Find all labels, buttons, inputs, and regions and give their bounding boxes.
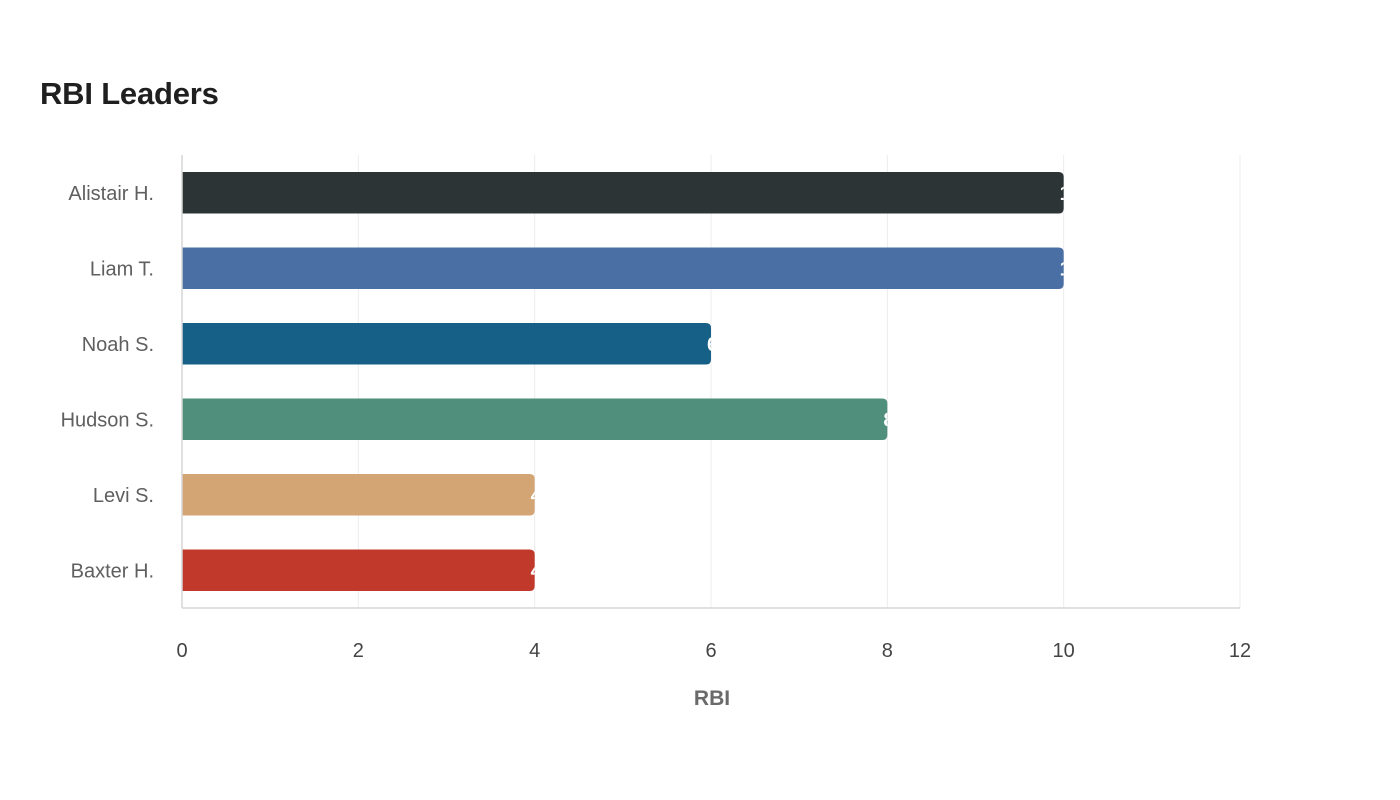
bar-value-label: 10 (1060, 258, 1082, 280)
bar-value-label: 10 (1060, 183, 1082, 205)
x-tick-label: 0 (176, 640, 187, 662)
bar (182, 398, 888, 441)
bar (182, 247, 1064, 290)
chart-title: RBI Leaders (40, 76, 219, 111)
bar (182, 322, 711, 365)
x-tick-labels: 0 2 4 6 8 10 12 (176, 640, 1251, 662)
bar-value-label: 6 (707, 334, 718, 356)
grid-lines (357, 155, 1241, 608)
x-tick-label: 4 (529, 640, 540, 662)
bar-value-label: 4 (531, 485, 543, 507)
x-tick-label: 10 (1053, 640, 1075, 662)
x-tick-label: 8 (882, 640, 893, 662)
x-axis-title: RBI (694, 687, 730, 710)
bar (182, 473, 535, 516)
x-tick-label: 6 (705, 640, 716, 662)
category-label: Baxter H. (71, 560, 154, 582)
x-tick-label: 12 (1229, 640, 1251, 662)
bar (182, 171, 1064, 214)
category-label: Liam T. (90, 258, 154, 280)
category-label: Levi S. (93, 485, 154, 507)
axes (181, 155, 1240, 609)
bars: 10 10 6 8 4 4 (182, 171, 1082, 592)
x-tick-label: 2 (353, 640, 364, 662)
category-label: Hudson S. (61, 409, 154, 431)
bar-value-label: 8 (883, 409, 894, 431)
category-label: Noah S. (82, 334, 154, 356)
category-labels: Alistair H. Liam T. Noah S. Hudson S. Levi S… (61, 183, 154, 583)
category-label: Alistair H. (68, 183, 154, 205)
bar-value-label: 4 (531, 560, 543, 582)
bar (182, 549, 535, 592)
